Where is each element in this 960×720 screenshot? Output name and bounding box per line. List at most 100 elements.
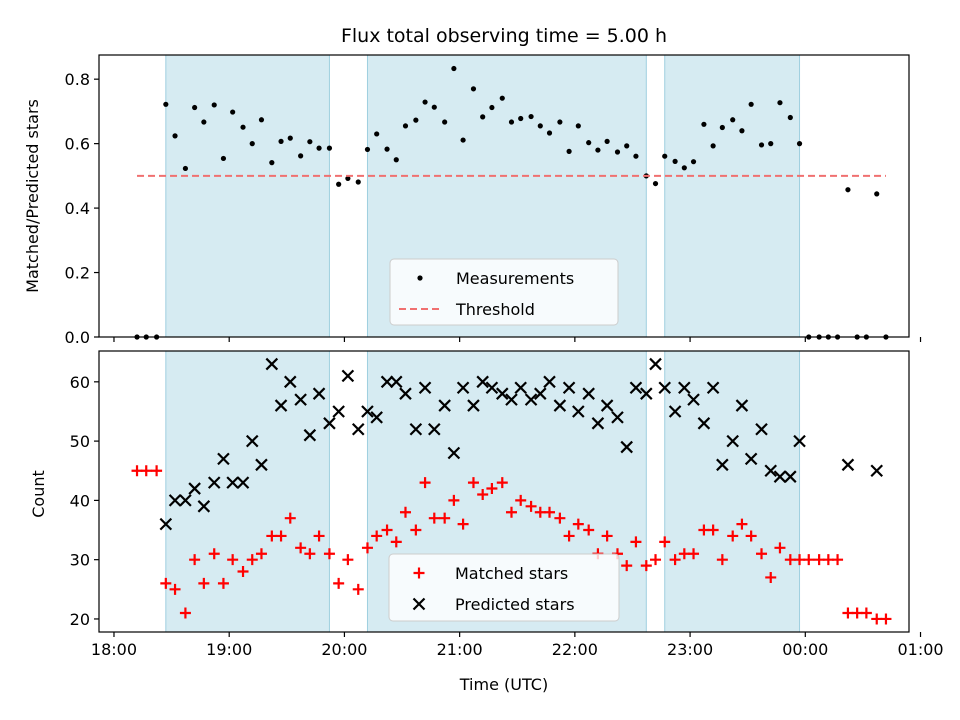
- measurement-point: [240, 124, 246, 130]
- measurement-point: [287, 135, 293, 141]
- matched-star-point: [304, 548, 316, 560]
- matched-star-point: [822, 554, 834, 566]
- matched-star-point: [275, 530, 287, 542]
- predicted-star-point: [649, 357, 662, 371]
- measurement-point: [777, 100, 783, 106]
- predicted-star-point: [217, 452, 230, 466]
- matched-star-point: [554, 512, 566, 524]
- matched-star-point: [496, 477, 508, 489]
- predicted-star-point: [312, 387, 326, 400]
- top-y-tick-label: 0.6: [65, 135, 90, 154]
- x-tick-label: 20:00: [321, 640, 367, 659]
- measurement-point: [249, 141, 255, 147]
- matched-star-point: [515, 494, 527, 506]
- predicted-star-point: [294, 393, 307, 406]
- measurement-point: [422, 99, 428, 105]
- predicted-star-point: [755, 422, 768, 436]
- measurement-point: [413, 117, 419, 123]
- matched-star-point: [707, 524, 719, 536]
- x-tick-label: 19:00: [206, 640, 252, 659]
- predicted-star-point: [562, 381, 576, 395]
- measurement-point: [211, 102, 217, 108]
- matched-star-point: [198, 577, 210, 589]
- bottom-legend-label: Matched stars: [455, 564, 568, 583]
- x-tick-label: 18:00: [91, 640, 137, 659]
- predicted-star-point: [467, 399, 480, 412]
- predicted-star-point: [236, 476, 250, 489]
- predicted-star-point: [332, 405, 345, 418]
- predicted-star-point: [793, 434, 806, 448]
- measurement-point: [557, 119, 563, 125]
- measurement-point: [269, 160, 275, 166]
- matched-star-point: [736, 518, 748, 530]
- measurement-point: [402, 123, 409, 129]
- predicted-star-point: [283, 375, 297, 389]
- measurement-point: [336, 181, 342, 187]
- matched-star-point: [371, 530, 383, 542]
- measurement-point: [192, 104, 198, 111]
- top-y-axis-label: Matched/Predicted stars: [23, 99, 42, 293]
- matched-star-point: [756, 548, 768, 560]
- matched-star-point: [189, 554, 201, 566]
- x-tick-label: 21:00: [437, 640, 483, 659]
- measurement-point: [719, 124, 725, 131]
- matched-star-point: [323, 548, 335, 560]
- predicted-star-point: [514, 381, 527, 395]
- bottom-y-axis-label: Count: [29, 470, 48, 518]
- matched-star-point: [352, 583, 364, 595]
- measurement-point: [460, 137, 466, 143]
- matched-star-point: [534, 506, 546, 518]
- predicted-star-point: [351, 422, 365, 436]
- matched-star-point: [794, 554, 806, 566]
- measurement-point: [633, 153, 639, 159]
- predicted-star-point: [485, 381, 499, 395]
- measurement-point: [768, 141, 774, 147]
- matched-star-point: [880, 613, 892, 625]
- measurement-point: [442, 119, 448, 125]
- top-y-tick-label: 0.4: [65, 199, 90, 218]
- predicted-star-point: [572, 405, 585, 418]
- top-y-tick-label: 0.2: [65, 264, 90, 283]
- matched-star-point: [160, 577, 172, 589]
- predicted-star-point: [668, 405, 682, 418]
- matched-star-point: [419, 477, 431, 489]
- predicted-star-point: [303, 428, 317, 442]
- bottom-y-tick-label: 30: [70, 551, 90, 570]
- matched-star-point: [640, 560, 652, 572]
- measurement-point: [546, 130, 553, 136]
- matched-star-point: [457, 518, 469, 530]
- predicted-star-point: [188, 482, 201, 495]
- predicted-star-point: [428, 422, 441, 436]
- top-shaded-interval: [165, 54, 330, 338]
- top-y-tick-label: 0.8: [65, 70, 90, 89]
- measurement-point: [845, 187, 851, 193]
- matched-star-point: [860, 607, 872, 619]
- top-shaded-interval: [664, 54, 801, 338]
- predicted-star-point: [764, 464, 778, 478]
- matched-star-point: [313, 530, 325, 542]
- measurement-point: [393, 157, 399, 163]
- matched-star-point: [179, 607, 191, 619]
- top-legend-label: Threshold: [455, 300, 535, 319]
- matched-star-point: [208, 548, 220, 560]
- top-panel: 0.0 0.2 0.4 0.6 0.8 Measurements Threshold: [65, 54, 922, 347]
- measurement-point: [595, 147, 601, 153]
- predicted-star-point: [611, 411, 624, 424]
- predicted-star-point: [418, 381, 432, 395]
- matched-star-point: [467, 477, 479, 489]
- predicted-star-point: [773, 470, 787, 483]
- measurement-point: [384, 146, 390, 152]
- predicted-star-point: [399, 387, 412, 400]
- matched-star-point: [227, 554, 239, 566]
- matched-star-point: [727, 530, 739, 542]
- matched-star-point: [630, 536, 642, 548]
- bottom-axes-frame: [98, 350, 910, 633]
- measurement-point: [499, 95, 505, 101]
- measurement-point: [614, 149, 621, 155]
- x-tick-label: 23:00: [667, 640, 713, 659]
- matched-star-point: [410, 524, 422, 536]
- x-axis-label: Time (UTC): [459, 675, 548, 694]
- matched-star-point: [505, 506, 517, 518]
- measurement-point: [258, 117, 265, 123]
